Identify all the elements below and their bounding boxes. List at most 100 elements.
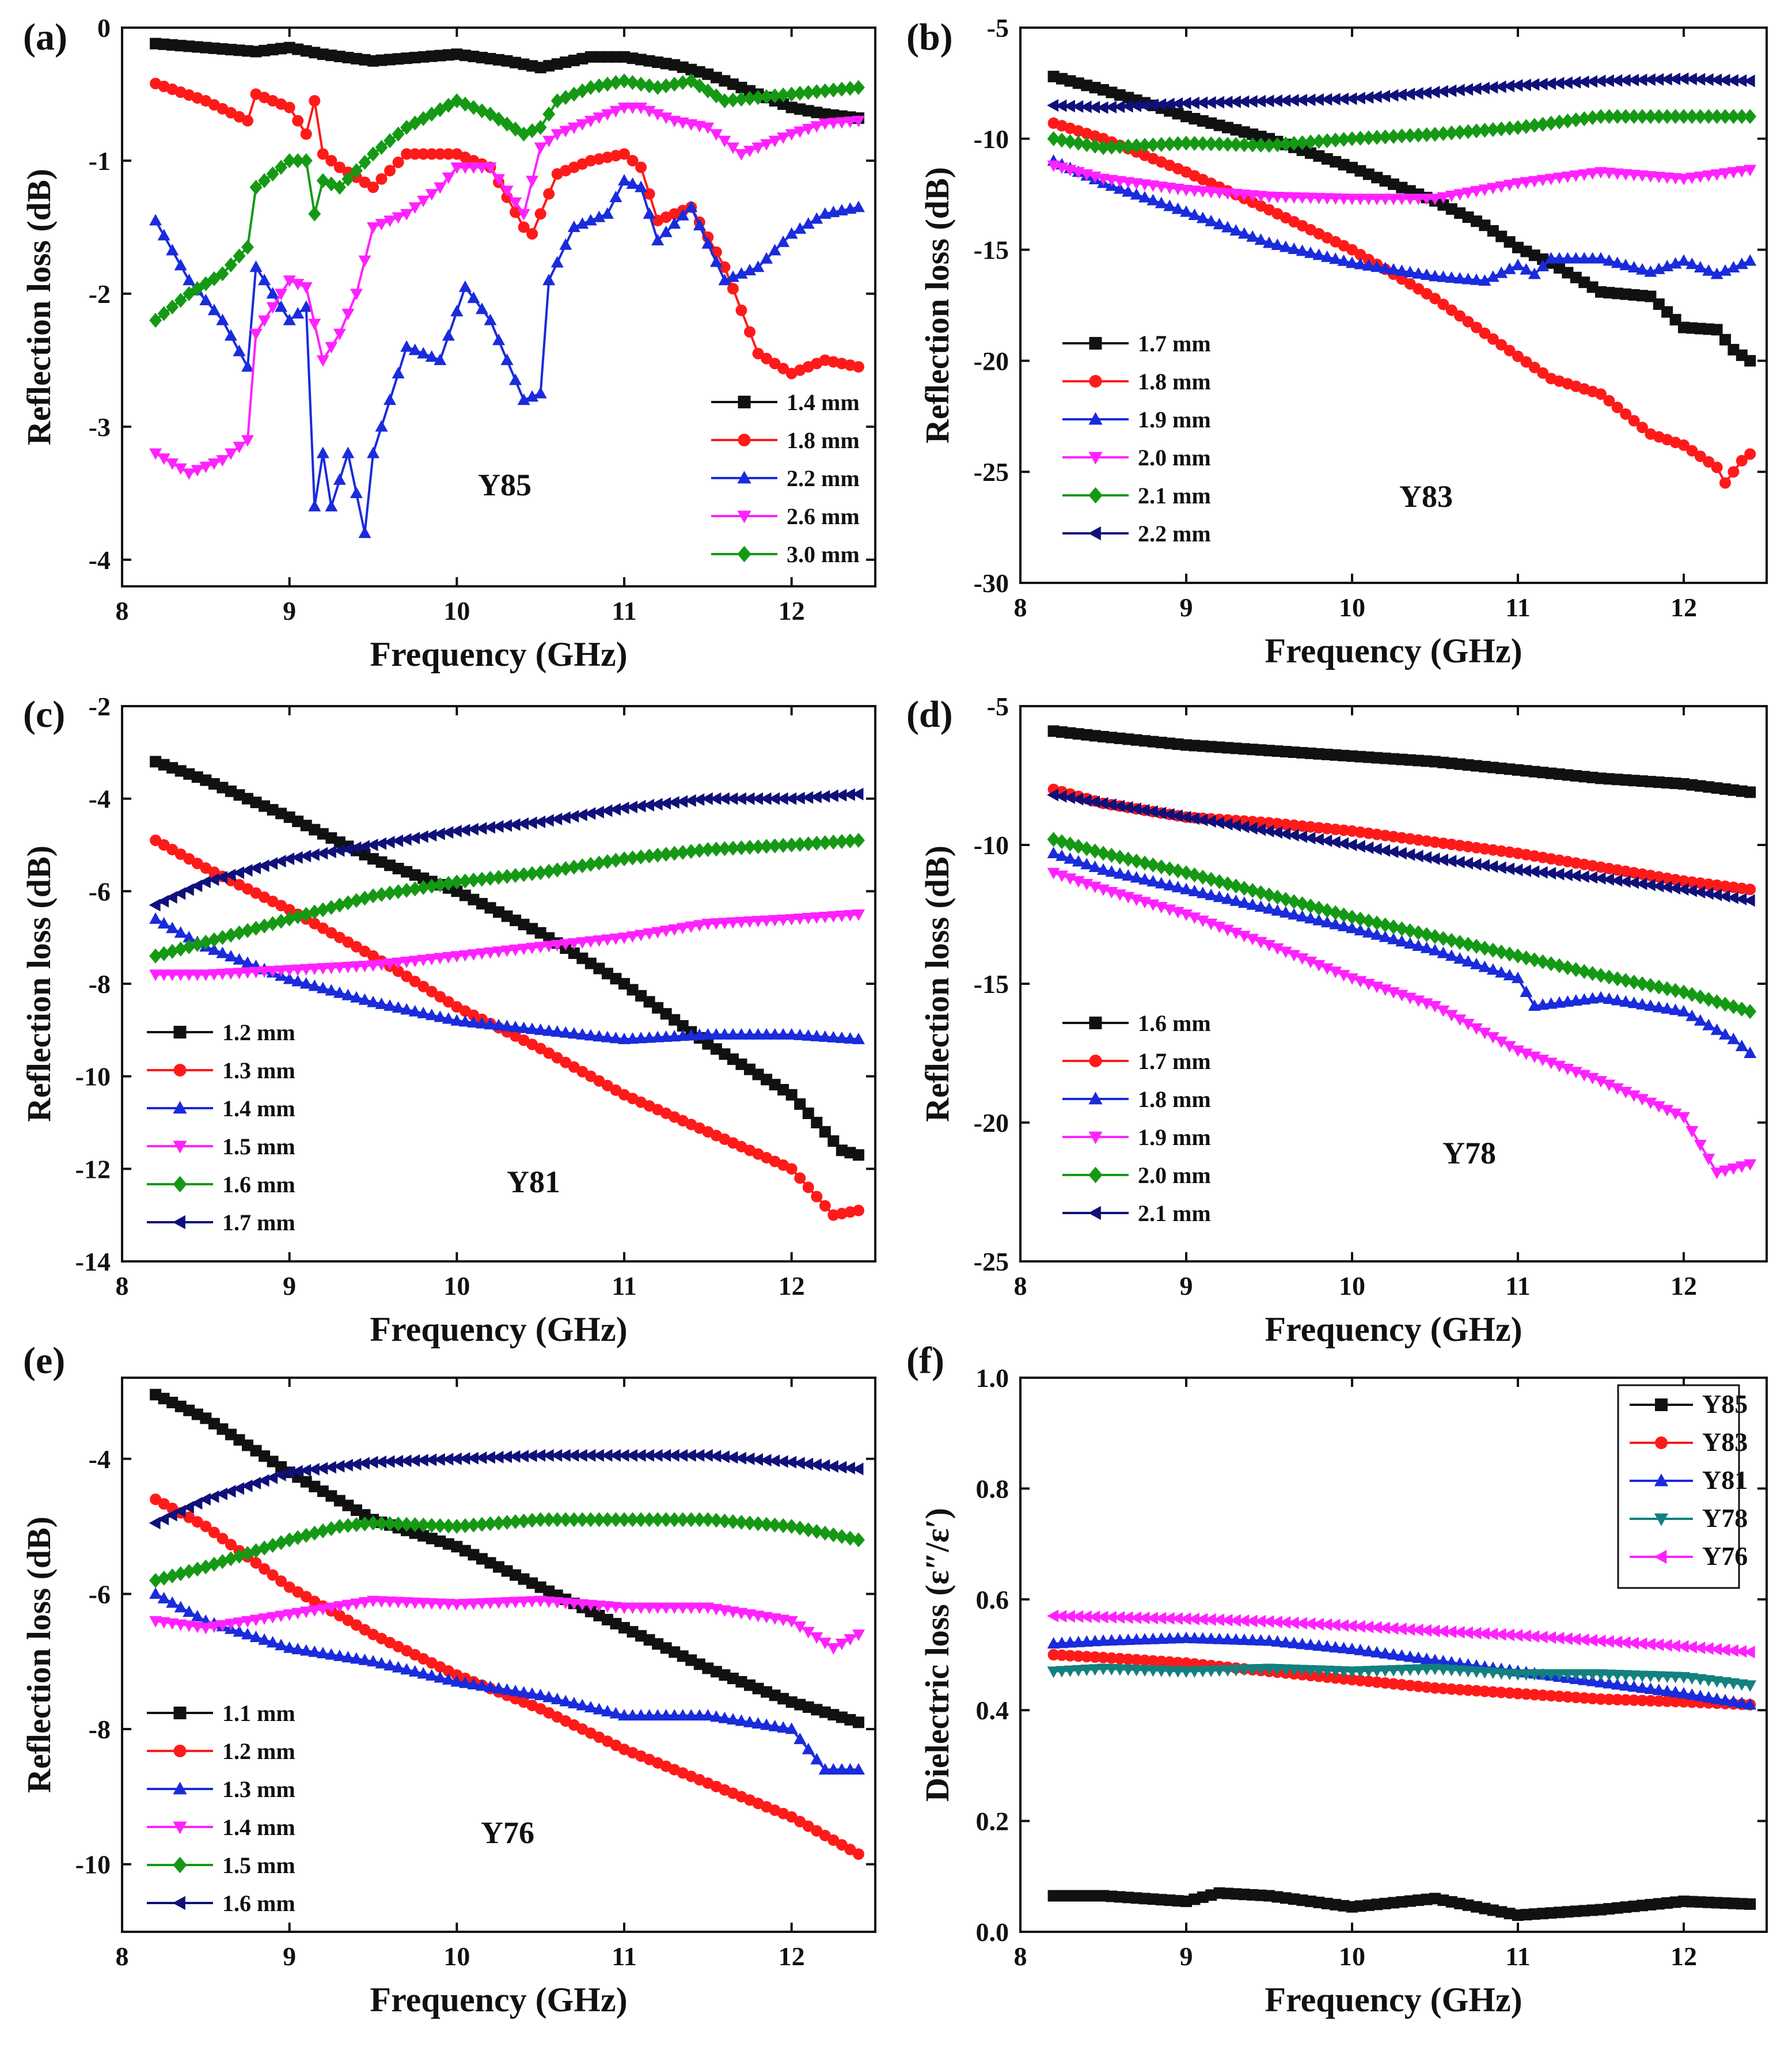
- data-point: [291, 1465, 303, 1478]
- data-point: [844, 1530, 857, 1546]
- data-point: [1735, 109, 1748, 124]
- legend-entry: 1.7 mm: [1062, 1048, 1211, 1074]
- data-point: [249, 862, 261, 875]
- data-point: [534, 815, 546, 828]
- data-point: [1056, 1636, 1068, 1648]
- data-point: [417, 1598, 430, 1610]
- data-point: [768, 1719, 781, 1731]
- data-point: [1196, 869, 1209, 885]
- data-point: [584, 936, 597, 948]
- legend-marker: [172, 1896, 185, 1910]
- legend-label: 1.4 mm: [787, 389, 860, 415]
- data-point: [1155, 196, 1168, 209]
- data-point: [1254, 1633, 1267, 1646]
- data-point: [358, 154, 371, 170]
- data-point: [827, 1643, 840, 1655]
- data-point: [1611, 874, 1623, 887]
- data-point: [1080, 841, 1094, 856]
- data-point: [1221, 221, 1234, 233]
- data-point: [249, 328, 263, 340]
- data-point: [609, 803, 621, 816]
- data-point: [1536, 1669, 1550, 1681]
- data-point: [1429, 194, 1441, 206]
- data-point: [1403, 128, 1417, 143]
- data-point: [1594, 167, 1607, 179]
- data-point: [1536, 77, 1548, 90]
- data-point: [1104, 798, 1117, 812]
- data-point: [158, 839, 170, 851]
- data-point: [1196, 96, 1208, 109]
- data-point: [794, 126, 807, 138]
- data-point: [1661, 1671, 1674, 1684]
- data-point: [317, 922, 329, 934]
- data-point: [174, 887, 186, 900]
- data-point: [333, 1519, 346, 1534]
- data-point: [1072, 100, 1084, 113]
- data-point: [1603, 1079, 1616, 1091]
- data-point: [283, 1466, 295, 1479]
- data-point: [618, 148, 630, 160]
- data-point: [492, 1515, 505, 1531]
- data-point: [626, 1032, 639, 1044]
- data-point: [500, 185, 514, 198]
- data-point: [1387, 1665, 1400, 1677]
- data-point: [299, 1606, 313, 1618]
- data-point: [442, 1518, 455, 1534]
- data-point: [1279, 192, 1292, 204]
- x-tick-label: 8: [1014, 1942, 1027, 1971]
- data-point: [400, 209, 413, 221]
- data-point: [1503, 969, 1516, 981]
- data-point: [1288, 950, 1301, 962]
- data-point: [1503, 120, 1516, 136]
- data-point: [1279, 827, 1291, 840]
- data-point: [1337, 919, 1350, 931]
- legend-entry: 1.9 mm: [1062, 1124, 1211, 1150]
- data-point: [400, 882, 413, 898]
- data-point: [1047, 1637, 1060, 1649]
- data-point: [1271, 817, 1284, 829]
- data-point: [1569, 1633, 1581, 1646]
- data-point: [316, 981, 329, 994]
- data-point: [1353, 1620, 1365, 1633]
- data-point: [1088, 1635, 1102, 1647]
- data-point: [500, 1019, 514, 1032]
- data-point: [709, 792, 722, 805]
- data-point: [1080, 858, 1094, 870]
- data-point: [1296, 830, 1308, 843]
- data-point: [484, 162, 497, 174]
- y-tick-label: -4: [89, 545, 111, 575]
- data-point: [1188, 1666, 1201, 1678]
- data-point: [1528, 952, 1541, 968]
- legend-marker: [737, 510, 751, 524]
- data-point: [794, 1098, 806, 1110]
- data-point: [668, 1709, 681, 1721]
- legend-entry: 2.2 mm: [1062, 521, 1211, 547]
- data-point: [333, 180, 346, 195]
- data-point: [408, 831, 420, 844]
- data-point: [567, 1027, 580, 1039]
- data-point: [701, 237, 715, 249]
- data-point: [525, 816, 537, 829]
- data-point: [1312, 833, 1324, 846]
- data-point: [1561, 1669, 1574, 1681]
- data-point: [1586, 110, 1599, 126]
- data-point: [794, 1815, 806, 1828]
- data-point: [1320, 93, 1332, 106]
- data-point: [1660, 881, 1672, 894]
- data-point: [157, 917, 170, 929]
- data-point: [802, 85, 815, 100]
- data-point: [1354, 249, 1366, 261]
- data-point: [266, 857, 278, 870]
- data-point: [1263, 1634, 1275, 1646]
- data-point: [408, 202, 422, 214]
- data-point: [325, 1602, 338, 1614]
- data-point: [232, 1482, 244, 1495]
- data-point: [283, 153, 296, 168]
- data-point: [618, 1709, 631, 1721]
- data-point: [659, 797, 671, 810]
- data-point: [576, 1512, 589, 1527]
- data-point: [542, 941, 556, 953]
- data-point: [1146, 137, 1160, 153]
- data-point: [1262, 1615, 1274, 1628]
